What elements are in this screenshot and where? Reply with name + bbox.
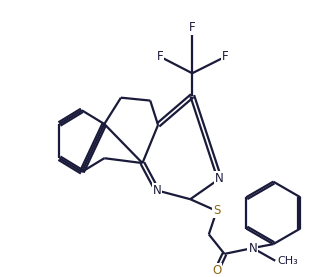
Text: CH₃: CH₃ bbox=[277, 256, 298, 266]
Text: F: F bbox=[189, 21, 196, 34]
Text: F: F bbox=[157, 50, 163, 63]
Text: O: O bbox=[212, 264, 221, 277]
Text: F: F bbox=[222, 50, 229, 63]
Text: S: S bbox=[213, 204, 220, 217]
Text: N: N bbox=[153, 184, 162, 197]
Text: N: N bbox=[248, 242, 257, 255]
Text: N: N bbox=[215, 172, 224, 185]
